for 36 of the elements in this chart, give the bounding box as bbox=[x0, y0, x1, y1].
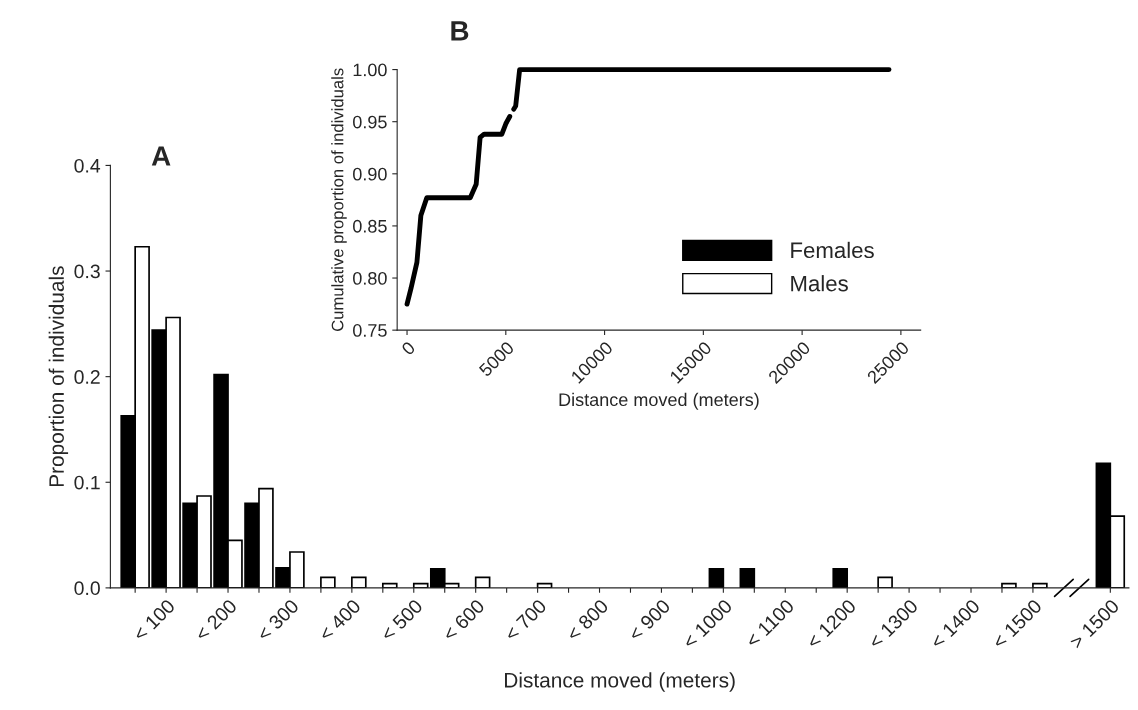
x-tick-label: < 900 bbox=[627, 598, 671, 642]
y-tick-label: 0.85 bbox=[353, 219, 387, 233]
bar bbox=[739, 568, 756, 588]
x-tick-label: < 100 bbox=[132, 598, 176, 642]
bar bbox=[708, 568, 725, 588]
bar bbox=[351, 576, 367, 588]
bar bbox=[474, 576, 491, 588]
x-tick-label: < 500 bbox=[380, 598, 424, 642]
x-axis-title: Distance moved (meters) bbox=[505, 672, 735, 692]
y-axis-title: Proportion of individuals bbox=[48, 266, 69, 487]
y-tick-label: 0.75 bbox=[353, 324, 387, 337]
chart-title: A bbox=[151, 146, 171, 166]
bar bbox=[320, 576, 336, 588]
x-tick-label: < 800 bbox=[565, 598, 610, 642]
x-tick-label: < 600 bbox=[441, 598, 486, 642]
y-axis-title: Cumulative proportion of individuals bbox=[331, 68, 347, 332]
y-tick-label: 0.0 bbox=[74, 581, 100, 596]
y-tick-label: 0.2 bbox=[74, 370, 100, 384]
y-tick-label: 1.00 bbox=[353, 63, 387, 77]
y-tick-label: 0.95 bbox=[353, 115, 387, 129]
bar bbox=[832, 568, 849, 588]
y-tick-label: 0.1 bbox=[74, 475, 100, 490]
x-tick-label: < 400 bbox=[318, 598, 362, 642]
legend-label: Males bbox=[791, 275, 848, 292]
x-tick-label: < 300 bbox=[256, 598, 300, 642]
y-tick-label: 0.80 bbox=[353, 271, 387, 285]
bar bbox=[877, 576, 893, 588]
x-tick-label: < 700 bbox=[503, 598, 548, 642]
y-tick-label: 0.4 bbox=[74, 158, 101, 173]
x-tick-label: 0 bbox=[400, 340, 416, 356]
y-tick-label: 0.3 bbox=[74, 264, 100, 279]
legend-label: Females bbox=[791, 241, 874, 259]
x-tick-label: < 200 bbox=[194, 598, 238, 642]
y-tick-label: 0.90 bbox=[353, 167, 387, 181]
x-axis-title: Distance moved (meters) bbox=[559, 392, 759, 410]
chart-title: B bbox=[451, 21, 469, 41]
